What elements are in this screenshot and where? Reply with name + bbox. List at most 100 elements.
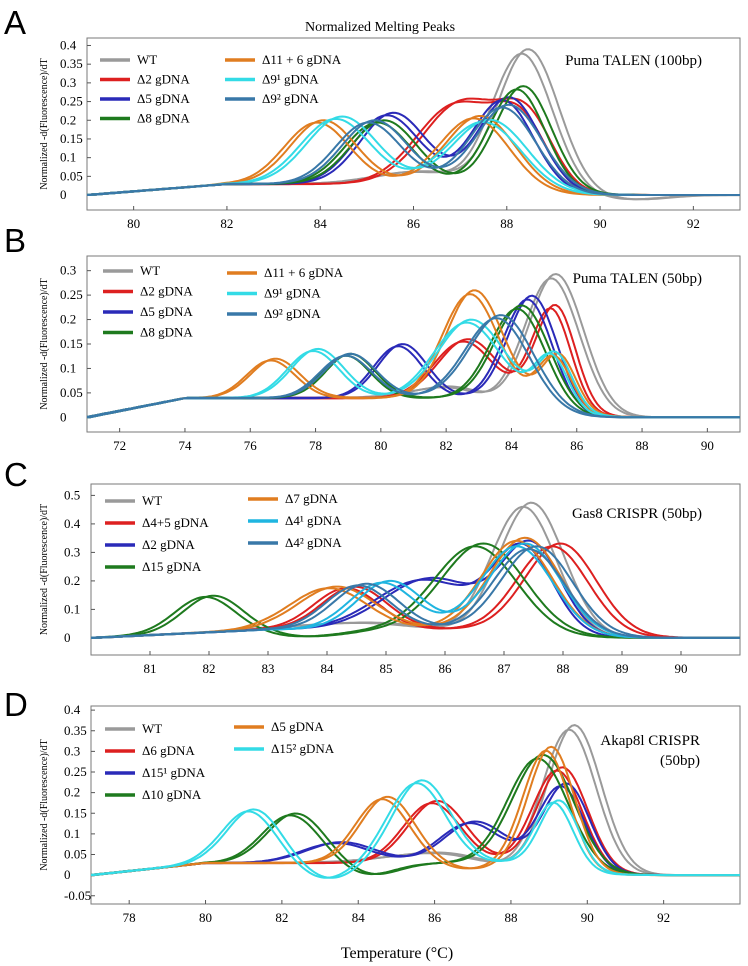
x-tick-label: 90 <box>675 661 688 676</box>
y-tick-label: 0 <box>60 409 67 424</box>
legend-label: Δ11 + 6 gDNA <box>264 265 344 280</box>
y-tick-label: 0.25 <box>60 287 83 302</box>
y-tick-label: 0.3 <box>64 743 80 758</box>
x-tick-label: 89 <box>616 661 629 676</box>
panel-tag-line2: (50bp) <box>660 753 700 769</box>
y-tick-label: 0.3 <box>64 544 80 559</box>
x-tick-label: 92 <box>657 910 670 925</box>
legend-label: Δ8 gDNA <box>140 325 193 340</box>
series-line--11-6-gdna <box>87 115 740 196</box>
y-tick-label: 0.35 <box>64 723 87 738</box>
x-tick-label: 88 <box>500 216 513 231</box>
x-axis-label: Temperature (°C) <box>341 945 453 962</box>
y-axis-label: Normalized -d(Fluorescence)/dT <box>39 504 50 635</box>
legend-label: Δ9² gDNA <box>262 91 319 106</box>
x-tick-label: 92 <box>687 216 700 231</box>
x-tick-label: 76 <box>244 438 258 453</box>
panel-A: A 0 0.05 0.1 0.15 0.2 0.25 0.3 0.35 0.4 80 82 84 86 88… <box>4 4 741 231</box>
y-tick-label: 0.15 <box>60 336 83 351</box>
y-axis-label: Normalized -d(Fluorescence)/dT <box>39 739 50 870</box>
panel-C: C 0 0.1 0.2 0.3 0.4 0.5 81 82 83 84 85 86 87 88 89 90 Nor… <box>4 456 741 676</box>
legend-label: WT <box>142 721 162 736</box>
x-tick-label: 90 <box>594 216 607 231</box>
panel-B: B 0 0.05 0.1 0.15 0.2 0.25 0.3 72 74 76 78 80 82 84 86 8… <box>4 222 741 453</box>
legend-label: WT <box>137 52 157 67</box>
legend-label: Δ5 gDNA <box>137 91 190 106</box>
legend-label: Δ2 gDNA <box>137 72 190 87</box>
x-tick-label: 90 <box>581 910 594 925</box>
x-tick-label: 78 <box>123 910 136 925</box>
panels: A 0 0.05 0.1 0.15 0.2 0.25 0.3 0.35 0.4 80 82 84 86 88… <box>4 4 741 925</box>
y-tick-label: 0.2 <box>60 112 76 127</box>
y-tick-label: 0.3 <box>60 75 76 90</box>
plot-frame <box>90 483 741 656</box>
y-tick-label: 0.05 <box>64 847 87 862</box>
panel-tag: Gas8 CRISPR (50bp) <box>572 506 702 522</box>
series-line--2-gdna <box>87 303 740 419</box>
panel-label: D <box>4 686 28 723</box>
y-tick-label: -0.05 <box>64 888 91 903</box>
x-tick-label: 80 <box>199 910 212 925</box>
series-line--9-gdna <box>87 106 740 196</box>
legend-label: WT <box>142 493 162 508</box>
x-tick-label: 82 <box>440 438 453 453</box>
x-tick-label: 84 <box>321 661 335 676</box>
y-tick-label: 0.15 <box>64 805 87 820</box>
y-axis-label: Normalized -d(Fluorescence)/dT <box>39 58 50 189</box>
panel-label: B <box>4 222 26 259</box>
series-line--9-gdna <box>87 115 740 196</box>
y-axis-label: Normalized -d(Fluorescence)/dT <box>39 278 50 409</box>
legend-label: Δ11 + 6 gDNA <box>262 52 342 67</box>
legend-label: Δ15 gDNA <box>142 559 202 574</box>
y-tick-label: 0.4 <box>60 37 77 52</box>
legend-label: Δ10 gDNA <box>142 787 202 802</box>
legend-label: Δ2 gDNA <box>140 284 193 299</box>
y-tick-label: 0.4 <box>64 702 81 717</box>
series-line--15-gdna <box>91 782 740 879</box>
y-tick-label: 0.2 <box>64 785 80 800</box>
y-tick-label: 0 <box>60 187 67 202</box>
y-tick-label: 0.1 <box>60 360 76 375</box>
legend-label: Δ8 gDNA <box>137 111 190 126</box>
panel-tag: Puma TALEN (50bp) <box>573 271 702 287</box>
legend-label: Δ15¹ gDNA <box>142 765 206 780</box>
legend-label: Δ4¹ gDNA <box>285 513 342 528</box>
x-tick-label: 83 <box>262 661 275 676</box>
x-tick-label: 72 <box>113 438 126 453</box>
y-tick-label: 0.2 <box>60 312 76 327</box>
legend-label: Δ5 gDNA <box>271 719 324 734</box>
panel-D: D -0.05 0 0.05 0.1 0.15 0.2 0.25 0.3 0.35 0.4 78 80 8… <box>4 686 741 925</box>
x-tick-label: 87 <box>498 661 512 676</box>
legend-label: Δ7 gDNA <box>285 491 338 506</box>
curves <box>91 724 740 879</box>
plot-frame <box>90 705 741 905</box>
x-tick-label: 80 <box>127 216 140 231</box>
curves <box>87 272 740 419</box>
x-tick-label: 88 <box>636 438 649 453</box>
legend-label: Δ6 gDNA <box>142 743 195 758</box>
x-tick-label: 84 <box>505 438 519 453</box>
legend-label: Δ5 gDNA <box>140 304 193 319</box>
x-tick-label: 84 <box>352 910 366 925</box>
series-line--4-gdna <box>91 548 740 639</box>
legend-label: Δ2 gDNA <box>142 537 195 552</box>
x-tick-label: 82 <box>275 910 288 925</box>
x-tick-label: 86 <box>439 661 453 676</box>
curves <box>87 48 740 201</box>
legend-label: Δ9¹ gDNA <box>262 72 319 87</box>
x-tick-label: 81 <box>144 661 157 676</box>
y-tick-label: 0.35 <box>60 56 83 71</box>
panel-label: A <box>4 4 26 41</box>
legend-label: Δ9² gDNA <box>264 306 321 321</box>
y-tick-label: 0.4 <box>64 516 81 531</box>
series-line--8-gdna <box>87 304 740 419</box>
legend-label: Δ4+5 gDNA <box>142 515 209 530</box>
y-tick-label: 0.1 <box>64 601 80 616</box>
x-tick-label: 80 <box>374 438 387 453</box>
legend-label: Δ15² gDNA <box>271 741 335 756</box>
curves <box>91 501 740 639</box>
y-tick-label: 0.25 <box>64 764 87 779</box>
y-tick-label: 0.05 <box>60 385 83 400</box>
y-tick-label: 0.1 <box>64 826 80 841</box>
